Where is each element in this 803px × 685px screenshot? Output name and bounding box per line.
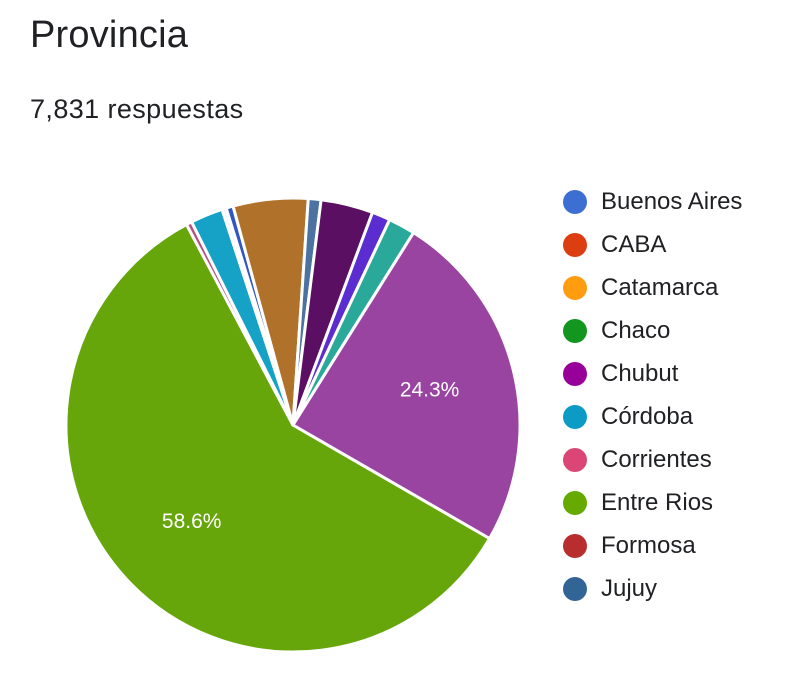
legend-swatch (563, 447, 587, 472)
pie-slice-labels: 58.6% 24.3% (162, 379, 459, 534)
legend-item-chubut[interactable]: Chubut (563, 352, 742, 395)
legend-item-buenos-aires[interactable]: Buenos Aires (563, 180, 742, 223)
response-count: 7,831 respuestas (30, 94, 244, 124)
legend-item-entre-rios[interactable]: Entre Rios (563, 481, 742, 524)
legend-item-chaco[interactable]: Chaco (563, 309, 742, 352)
pie-slice-entre-rios[interactable] (64, 223, 492, 654)
chart-legend: Buenos Aires CABA Catamarca Chaco Chubut Córd… (563, 180, 742, 610)
legend-swatch (563, 576, 587, 601)
legend-label: Jujuy (601, 574, 658, 602)
legend-label: Entre Rios (601, 488, 714, 516)
legend-item-corrientes[interactable]: Corrientes (563, 438, 742, 481)
legend-item-formosa[interactable]: Formosa (563, 524, 742, 567)
legend-swatch (563, 189, 587, 214)
legend-label: Corrientes (601, 445, 712, 473)
legend-label: CABA (601, 230, 667, 258)
legend-swatch (563, 361, 587, 386)
legend-swatch (563, 318, 587, 343)
legend-item-caba[interactable]: CABA (563, 223, 742, 266)
legend-label: Catamarca (601, 273, 719, 301)
legend-item-córdoba[interactable]: Córdoba (563, 395, 742, 438)
pie-slice-percent-label: 24.3% (400, 379, 460, 402)
pie-slices (64, 196, 522, 654)
legend-swatch (563, 404, 587, 429)
legend-label: Córdoba (601, 402, 694, 430)
legend-swatch (563, 275, 587, 300)
legend-swatch (563, 232, 587, 257)
chart-title: Provincia (30, 14, 189, 56)
legend-swatch (563, 490, 587, 515)
legend-item-jujuy[interactable]: Jujuy (563, 567, 742, 610)
legend-label: Formosa (601, 531, 696, 559)
legend-label: Chubut (601, 359, 679, 387)
pie-slice-10[interactable] (291, 231, 522, 540)
legend-label: Chaco (601, 316, 671, 344)
pie-slice-percent-label: 58.6% (162, 510, 222, 533)
legend-label: Buenos Aires (601, 187, 743, 215)
legend-swatch (563, 533, 587, 558)
legend-item-catamarca[interactable]: Catamarca (563, 266, 742, 309)
